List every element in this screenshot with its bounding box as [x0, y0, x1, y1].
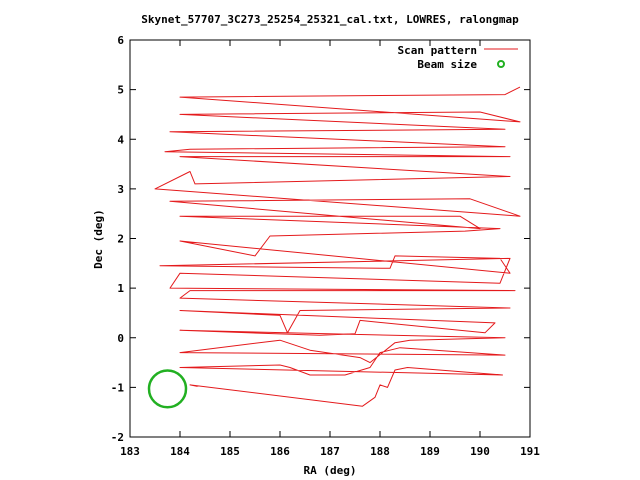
x-tick-label: 190: [470, 445, 490, 458]
x-tick-label: 185: [220, 445, 240, 458]
legend-swatch-beam-size: [497, 60, 505, 68]
y-tick-label: 2: [117, 233, 124, 246]
beam-size-circle: [147, 369, 188, 409]
legend-label-scan-pattern: Scan pattern: [398, 44, 477, 57]
x-tick-label: 184: [170, 445, 190, 458]
scan-pattern-line: [154, 86, 521, 407]
chart-title: Skynet_57707_3C273_25254_25321_cal.txt, …: [141, 13, 519, 26]
x-tick-label: 188: [370, 445, 390, 458]
y-tick-label: 3: [117, 183, 124, 196]
y-tick-label: 4: [117, 133, 124, 146]
plot-border: [129, 39, 531, 438]
x-tick-label: 187: [320, 445, 340, 458]
axes-frame: [129, 39, 531, 438]
x-tick-label: 189: [420, 445, 440, 458]
y-tick-label: -2: [111, 431, 124, 444]
y-tick-label: 6: [117, 34, 124, 47]
scan-series: [147, 86, 521, 409]
y-tick-label: 1: [117, 282, 124, 295]
x-tick-label: 183: [120, 445, 140, 458]
y-tick-label: 5: [117, 84, 124, 97]
legend-label-beam-size: Beam size: [417, 58, 477, 71]
y-axis-label: Dec (deg): [92, 209, 105, 269]
y-tick-label: -1: [111, 381, 125, 394]
axis-ticks: 183 184 185 186 187 188 189 190 191 -2 -1 0 1 2 3 4 5 6: [111, 34, 541, 458]
x-tick-label: 191: [520, 445, 540, 458]
y-tick-label: 0: [117, 332, 124, 345]
x-tick-label: 186: [270, 445, 290, 458]
legend: Scan pattern Beam size: [398, 44, 518, 71]
x-axis-label: RA (deg): [304, 464, 357, 477]
